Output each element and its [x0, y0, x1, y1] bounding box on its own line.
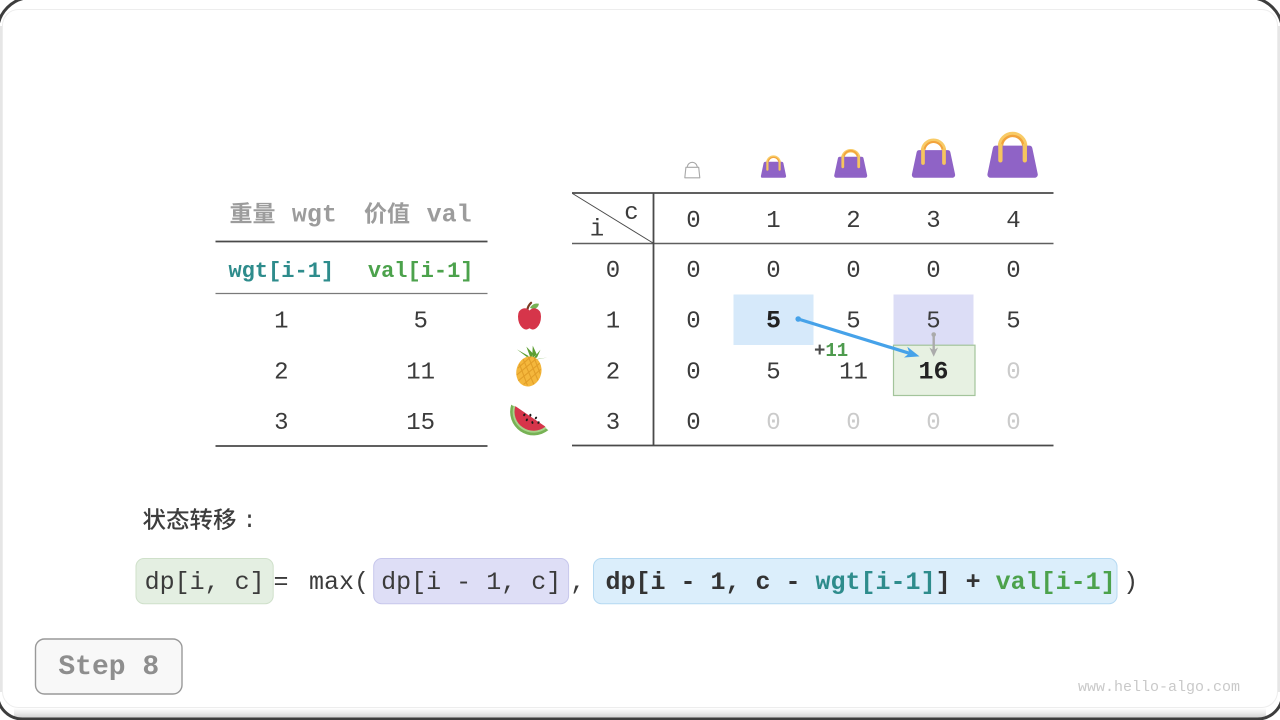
svg-text:0: 0: [1006, 410, 1020, 437]
svg-text:dp[i - 1, c - wgt[i-1]] + val[: dp[i - 1, c - wgt[i-1]] + val[i-1]: [606, 568, 1116, 597]
svg-text:0: 0: [606, 258, 620, 285]
svg-text:Step 8: Step 8: [58, 652, 159, 683]
svg-text:=: =: [273, 568, 288, 597]
svg-text:3: 3: [606, 410, 620, 437]
svg-text:0: 0: [846, 258, 860, 285]
svg-text:2: 2: [846, 208, 860, 235]
svg-text:3: 3: [926, 208, 940, 235]
svg-text:max(: max(: [309, 568, 369, 597]
svg-text:2: 2: [274, 360, 288, 387]
svg-text:,: ,: [570, 568, 585, 597]
svg-text:0: 0: [686, 258, 700, 285]
svg-text:0: 0: [926, 410, 940, 437]
svg-text:val: val: [427, 201, 472, 230]
svg-text:1: 1: [606, 309, 620, 336]
svg-text:3: 3: [274, 410, 288, 437]
svg-text:11: 11: [406, 360, 435, 387]
svg-text:www.hello-algo.com: www.hello-algo.com: [1078, 679, 1240, 696]
svg-text:4: 4: [1006, 208, 1020, 235]
svg-text:0: 0: [846, 410, 860, 437]
svg-text:0: 0: [686, 309, 700, 336]
svg-text:0: 0: [1006, 360, 1020, 387]
svg-text:dp[i, c]: dp[i, c]: [145, 568, 265, 597]
svg-text:0: 0: [766, 258, 780, 285]
svg-text:5: 5: [1006, 309, 1020, 336]
svg-text:5: 5: [413, 309, 427, 336]
svg-text:0: 0: [766, 410, 780, 437]
svg-text:wgt: wgt: [292, 201, 337, 230]
svg-text:15: 15: [406, 410, 435, 437]
svg-text:5: 5: [766, 307, 781, 336]
svg-text:0: 0: [926, 258, 940, 285]
svg-text:5: 5: [766, 360, 780, 387]
svg-text:2: 2: [606, 360, 620, 387]
svg-text:0: 0: [686, 360, 700, 387]
svg-text:0: 0: [686, 208, 700, 235]
svg-text:c: c: [624, 200, 638, 227]
svg-text:16: 16: [918, 358, 948, 387]
svg-text:0: 0: [1006, 258, 1020, 285]
svg-text::: :: [243, 508, 257, 534]
svg-text:0: 0: [686, 410, 700, 437]
svg-text:val[i-1]: val[i-1]: [368, 259, 474, 284]
svg-text:11: 11: [839, 360, 868, 387]
svg-text:+11: +11: [814, 340, 848, 362]
svg-text:1: 1: [766, 208, 780, 235]
svg-text:5: 5: [926, 309, 940, 336]
svg-text:): ): [1123, 568, 1138, 597]
svg-text:5: 5: [846, 309, 860, 336]
svg-text:wgt[i-1]: wgt[i-1]: [228, 259, 334, 284]
svg-text:i: i: [590, 217, 604, 244]
svg-text:1: 1: [274, 309, 288, 336]
svg-text:dp[i - 1, c]: dp[i - 1, c]: [381, 568, 561, 597]
